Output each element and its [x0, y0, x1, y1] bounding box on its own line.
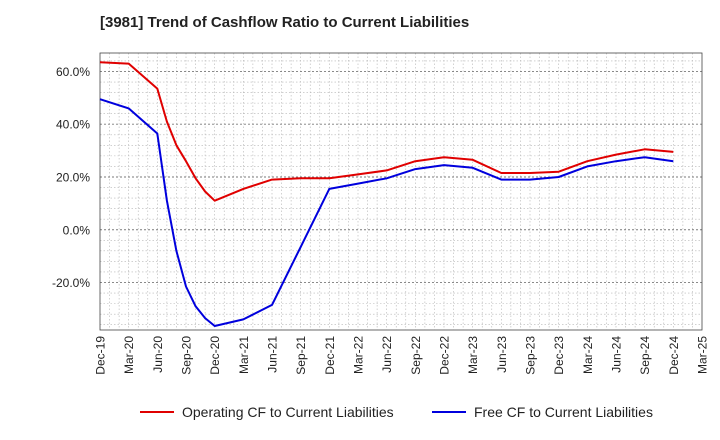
x-tick-label: Mar-23	[466, 336, 480, 374]
x-tick-label: Jun-22	[380, 336, 394, 373]
x-tick-label: Sep-21	[294, 336, 308, 375]
x-tick-label: Dec-21	[323, 336, 337, 375]
x-tick-label: Dec-20	[208, 336, 222, 375]
y-tick-label: 20.0%	[56, 170, 90, 184]
x-tick-label: Jun-24	[610, 336, 624, 373]
y-tick-label: -20.0%	[52, 276, 90, 290]
x-tick-label: Mar-22	[352, 336, 366, 374]
x-tick-label: Mar-25	[696, 336, 710, 374]
legend-swatch-free-cf	[432, 411, 466, 413]
series-line-free-cf	[99, 98, 674, 327]
x-tick-label: Dec-24	[667, 336, 681, 375]
x-tick-label: Jun-23	[495, 336, 509, 373]
x-tick-label: Sep-24	[638, 336, 652, 375]
y-tick-label: 40.0%	[56, 118, 90, 132]
chart-title: [3981] Trend of Cashflow Ratio to Curren…	[100, 14, 470, 31]
x-tick-label: Sep-20	[180, 336, 194, 375]
x-tick-label: Mar-21	[237, 336, 251, 374]
x-tick-label: Dec-19	[94, 336, 108, 375]
plot-area	[100, 53, 702, 330]
x-tick-label: Sep-22	[409, 336, 423, 375]
legend-item-free-cf: Free CF to Current Liabilities	[432, 404, 653, 420]
legend: Operating CF to Current Liabilities Free…	[0, 404, 720, 424]
x-tick-label: Sep-23	[524, 336, 538, 375]
legend-swatch-operating-cf	[140, 411, 174, 413]
legend-label-operating-cf: Operating CF to Current Liabilities	[182, 404, 394, 420]
y-tick-label: 0.0%	[63, 223, 91, 237]
legend-label-free-cf: Free CF to Current Liabilities	[474, 404, 653, 420]
x-tick-label: Dec-23	[552, 336, 566, 375]
x-tick-label: Mar-24	[581, 336, 595, 374]
y-tick-label: 60.0%	[56, 65, 90, 79]
plot-frame	[99, 52, 703, 331]
x-tick-label: Jun-21	[266, 336, 280, 373]
x-tick-label: Dec-22	[438, 336, 452, 375]
x-tick-label: Mar-20	[122, 336, 136, 374]
legend-item-operating-cf: Operating CF to Current Liabilities	[140, 404, 394, 420]
series-line-operating-cf	[99, 61, 674, 202]
x-tick-label: Jun-20	[151, 336, 165, 373]
